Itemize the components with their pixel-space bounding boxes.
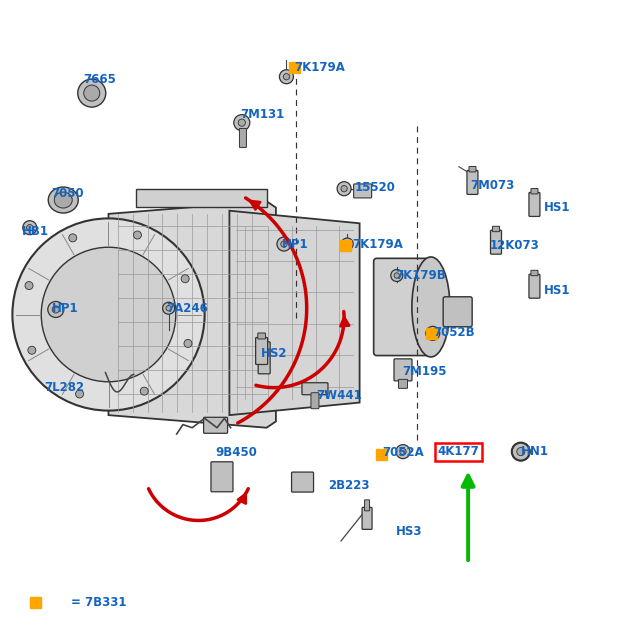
Ellipse shape [412,257,450,357]
Text: 7052A: 7052A [382,447,423,459]
Circle shape [52,306,60,313]
Text: 7K179A: 7K179A [294,62,345,74]
Circle shape [140,387,148,395]
FancyBboxPatch shape [469,167,476,172]
FancyBboxPatch shape [531,270,538,276]
Circle shape [41,247,176,382]
FancyBboxPatch shape [203,417,228,433]
Circle shape [512,443,530,460]
Text: HS1: HS1 [544,201,571,214]
Circle shape [430,330,436,337]
Circle shape [181,275,189,283]
Text: HS2: HS2 [260,347,287,360]
Circle shape [166,306,171,311]
FancyBboxPatch shape [426,328,437,339]
FancyBboxPatch shape [258,333,265,339]
Text: 7665: 7665 [84,73,117,86]
FancyBboxPatch shape [211,462,233,492]
Text: = 7B331: = 7B331 [71,596,127,609]
FancyBboxPatch shape [394,359,412,381]
FancyBboxPatch shape [291,472,314,492]
Circle shape [78,79,106,107]
FancyBboxPatch shape [467,170,478,194]
Text: HS3: HS3 [396,525,422,538]
FancyBboxPatch shape [30,597,42,608]
Circle shape [345,242,350,247]
Polygon shape [229,211,360,415]
FancyBboxPatch shape [255,338,268,364]
FancyBboxPatch shape [302,382,328,395]
Circle shape [84,85,100,101]
Circle shape [394,273,399,278]
Text: 15520: 15520 [355,181,396,194]
Text: 7052B: 7052B [433,326,474,338]
Circle shape [28,346,36,354]
Ellipse shape [54,192,73,208]
Circle shape [133,231,141,239]
Circle shape [280,70,293,84]
Text: 7050: 7050 [51,187,84,200]
FancyBboxPatch shape [443,297,472,327]
Circle shape [184,340,192,347]
FancyBboxPatch shape [531,189,538,194]
FancyBboxPatch shape [258,342,270,374]
Text: 7M195: 7M195 [402,365,446,377]
FancyBboxPatch shape [353,184,371,198]
Text: 12K073: 12K073 [490,239,539,252]
Circle shape [391,269,403,282]
FancyBboxPatch shape [399,379,407,388]
Text: HP1: HP1 [51,302,78,314]
Text: 7A246: 7A246 [166,302,208,314]
Text: HB1: HB1 [22,225,49,238]
Text: 7M131: 7M131 [241,108,285,121]
Polygon shape [108,201,276,428]
Text: 2B223: 2B223 [329,479,370,492]
Circle shape [396,445,410,459]
Text: 4K177: 4K177 [438,445,479,458]
FancyBboxPatch shape [136,189,267,207]
FancyBboxPatch shape [239,128,246,147]
Text: 7K179A: 7K179A [352,238,403,250]
FancyBboxPatch shape [340,240,352,251]
FancyBboxPatch shape [365,500,370,511]
Circle shape [277,237,291,251]
Circle shape [400,448,406,455]
Text: 7L282: 7L282 [45,381,85,394]
FancyBboxPatch shape [490,230,502,254]
Circle shape [337,182,351,196]
Circle shape [516,448,525,455]
Text: HS1: HS1 [544,284,571,297]
FancyBboxPatch shape [311,392,319,409]
FancyBboxPatch shape [492,226,500,231]
Circle shape [283,74,290,80]
Circle shape [341,186,347,192]
Circle shape [27,225,33,231]
Circle shape [25,282,33,289]
FancyBboxPatch shape [529,274,540,298]
Ellipse shape [48,187,78,213]
Text: 9B450: 9B450 [216,447,258,459]
Text: 7W441: 7W441 [316,389,362,401]
FancyBboxPatch shape [529,192,540,216]
Circle shape [12,218,205,411]
Circle shape [48,301,64,318]
Circle shape [234,114,250,131]
Text: HP1: HP1 [282,238,309,250]
Circle shape [281,241,287,247]
Text: 7M073: 7M073 [470,179,514,192]
Circle shape [23,221,37,235]
FancyBboxPatch shape [376,448,387,460]
Circle shape [341,238,353,250]
Text: HN1: HN1 [521,445,549,458]
Circle shape [69,234,77,242]
Circle shape [426,326,440,340]
FancyBboxPatch shape [289,62,300,74]
FancyBboxPatch shape [374,259,432,355]
Circle shape [162,302,175,314]
Circle shape [238,119,246,126]
Text: 7K179B: 7K179B [396,269,446,282]
Circle shape [76,390,84,398]
FancyBboxPatch shape [362,508,372,530]
